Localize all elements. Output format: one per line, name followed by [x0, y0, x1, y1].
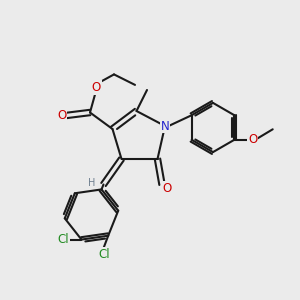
Text: O: O — [248, 133, 257, 146]
Text: O: O — [162, 182, 171, 195]
Text: O: O — [92, 81, 100, 94]
Text: H: H — [88, 178, 96, 188]
Text: Cl: Cl — [98, 248, 109, 261]
Text: N: N — [160, 119, 169, 133]
Text: O: O — [57, 109, 66, 122]
Text: Cl: Cl — [58, 233, 69, 246]
